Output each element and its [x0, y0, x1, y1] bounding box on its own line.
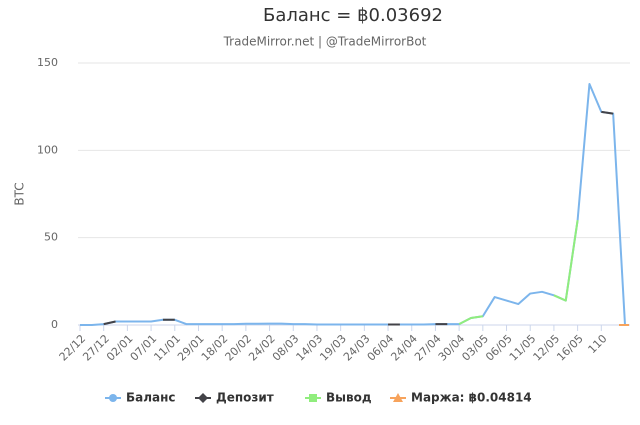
- legend-symbol: [198, 393, 208, 403]
- legend-label: Баланс: [126, 391, 176, 405]
- y-tick-label: 0: [51, 318, 58, 331]
- chart-title: Баланс = ฿0.03692: [263, 5, 443, 26]
- chart-subtitle: TradeMirror.net | @TradeMirrorBot: [223, 35, 427, 49]
- x-tick-label: 110: [586, 332, 610, 356]
- y-tick-label: 100: [37, 143, 58, 156]
- x-tick-label: 16/05: [554, 332, 586, 364]
- series-line: [80, 82, 626, 326]
- y-axis-label: BTC: [13, 182, 27, 205]
- legend-symbol: [393, 393, 403, 402]
- legend-label: Вывод: [326, 391, 372, 405]
- legend-symbol: [309, 394, 317, 402]
- legend-label: Маржа: ฿0.04814: [411, 391, 532, 405]
- legend-label: Депозит: [216, 391, 274, 405]
- series-line: [103, 110, 614, 326]
- legend-symbol: [109, 394, 117, 402]
- series-line: [458, 220, 579, 326]
- y-tick-label: 50: [44, 231, 58, 244]
- y-tick-label: 150: [37, 56, 58, 69]
